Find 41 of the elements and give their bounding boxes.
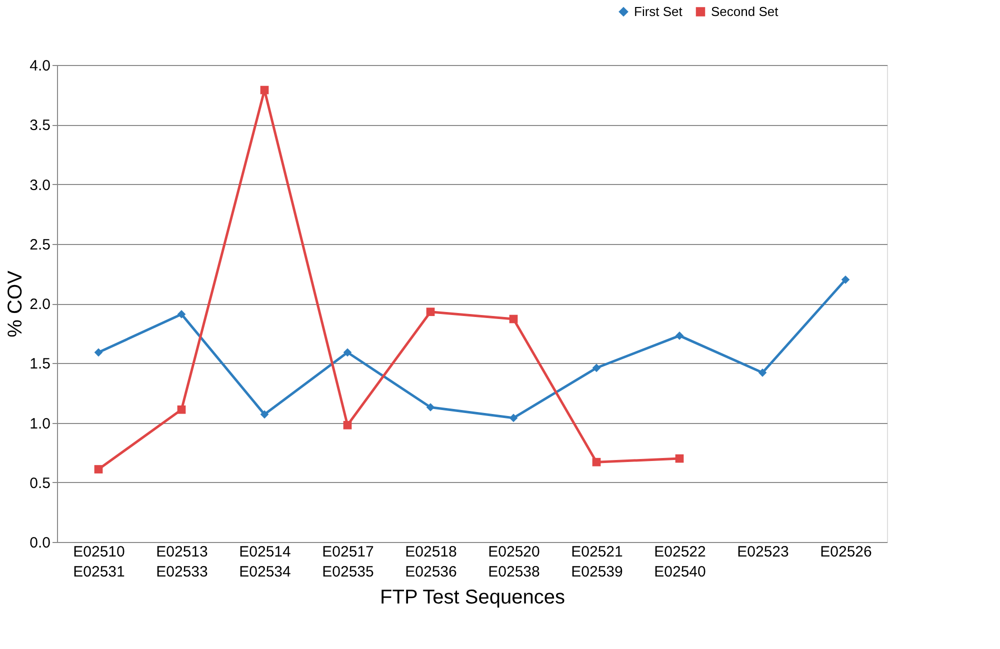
- x-tick-label: E02518 E02536: [405, 544, 457, 580]
- point: [94, 465, 103, 474]
- x-tick-label: E02522 E02540: [654, 544, 706, 580]
- y-tick-label: 3.5: [30, 117, 50, 134]
- point: [343, 348, 352, 357]
- point: [509, 314, 518, 324]
- x-tick-label: E02510 E02531: [73, 544, 125, 580]
- y-tick-label: 0.0: [30, 534, 50, 552]
- y-tick-label: 2.5: [30, 236, 50, 254]
- x-axis-title: FTP Test Sequences: [380, 586, 565, 608]
- y-tick-label: 1.0: [30, 415, 50, 432]
- y-tick-label: 1.5: [30, 356, 50, 373]
- x-tick-label: E02513 E02533: [156, 544, 208, 580]
- point: [343, 420, 352, 430]
- legend-label: Second Set: [711, 4, 779, 19]
- x-tick-label: E02523: [737, 544, 789, 560]
- x-tick-label: E02521 E02539: [571, 544, 623, 580]
- y-axis-title: % COV: [4, 270, 27, 338]
- x-tick-label: E02514 E02534: [239, 544, 291, 580]
- x-tick-label: E02520 E02538: [488, 544, 540, 580]
- y-tick-label: 3.0: [30, 176, 50, 194]
- point: [177, 405, 186, 414]
- x-tick-label: E02517 E02535: [322, 544, 374, 580]
- point: [260, 410, 269, 419]
- legend-label: First Set: [634, 4, 683, 19]
- point: [592, 458, 601, 466]
- point: [426, 403, 435, 412]
- point: [177, 310, 186, 318]
- y-tick-label: 2.0: [30, 296, 50, 313]
- point: [260, 86, 269, 94]
- point: [675, 332, 684, 340]
- point: [592, 364, 601, 372]
- y-tick-label: 4.0: [30, 58, 50, 74]
- y-tick-label: 0.5: [30, 474, 50, 492]
- point: [758, 368, 767, 377]
- point: [509, 414, 518, 422]
- x-tick-label: E02526: [820, 544, 872, 560]
- point: [675, 454, 684, 463]
- point: [426, 308, 435, 316]
- point: [94, 348, 103, 357]
- point: [841, 275, 850, 284]
